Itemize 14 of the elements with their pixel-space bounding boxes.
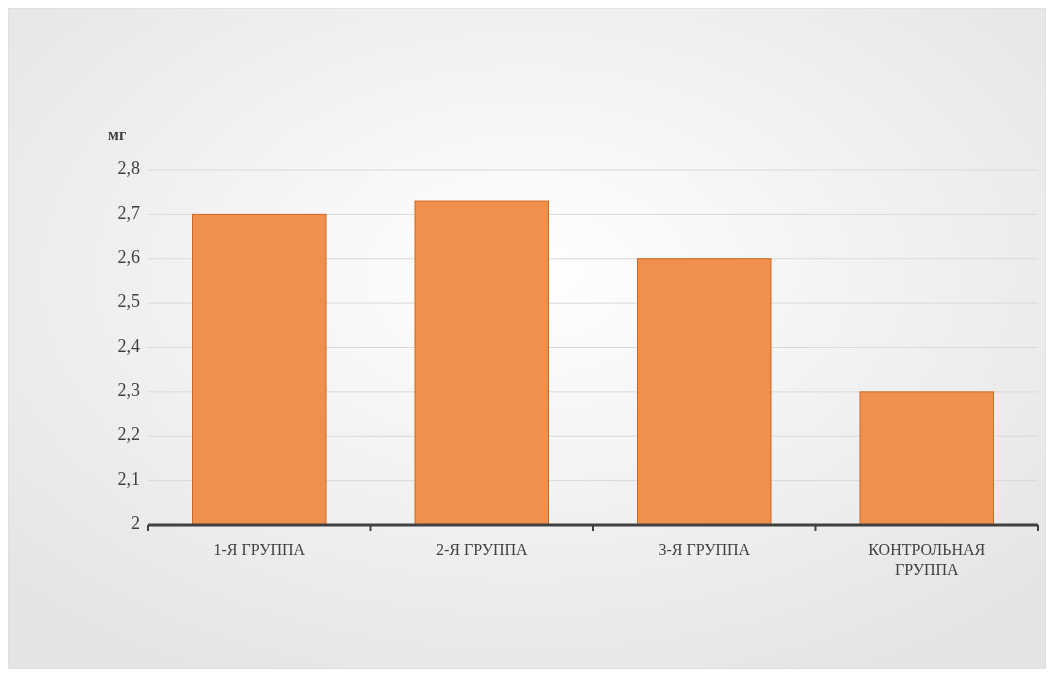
x-tick-label: 2-Я ГРУППА [435, 541, 529, 558]
y-axis-title: мг [108, 126, 127, 143]
y-tick-label: 2,3 [117, 380, 140, 400]
y-tick-label: 2,2 [117, 424, 140, 445]
y-tick-label: 2,5 [117, 291, 140, 312]
x-tick-label: 3-Я ГРУППА [658, 541, 751, 558]
y-tick-label: 2,1 [117, 468, 140, 489]
x-tick-label: 1-Я ГРУППА [213, 541, 306, 558]
y-tick-label: 2,6 [117, 246, 140, 267]
x-tick-label: КОНТРОЛЬНАЯ ГРУППА [868, 541, 986, 578]
y-tick-label: 2,8 [117, 158, 140, 179]
y-tick-label: 2,7 [117, 202, 140, 223]
y-tick-label: 2,4 [117, 335, 140, 356]
y-tick-label: 2 [131, 513, 140, 534]
